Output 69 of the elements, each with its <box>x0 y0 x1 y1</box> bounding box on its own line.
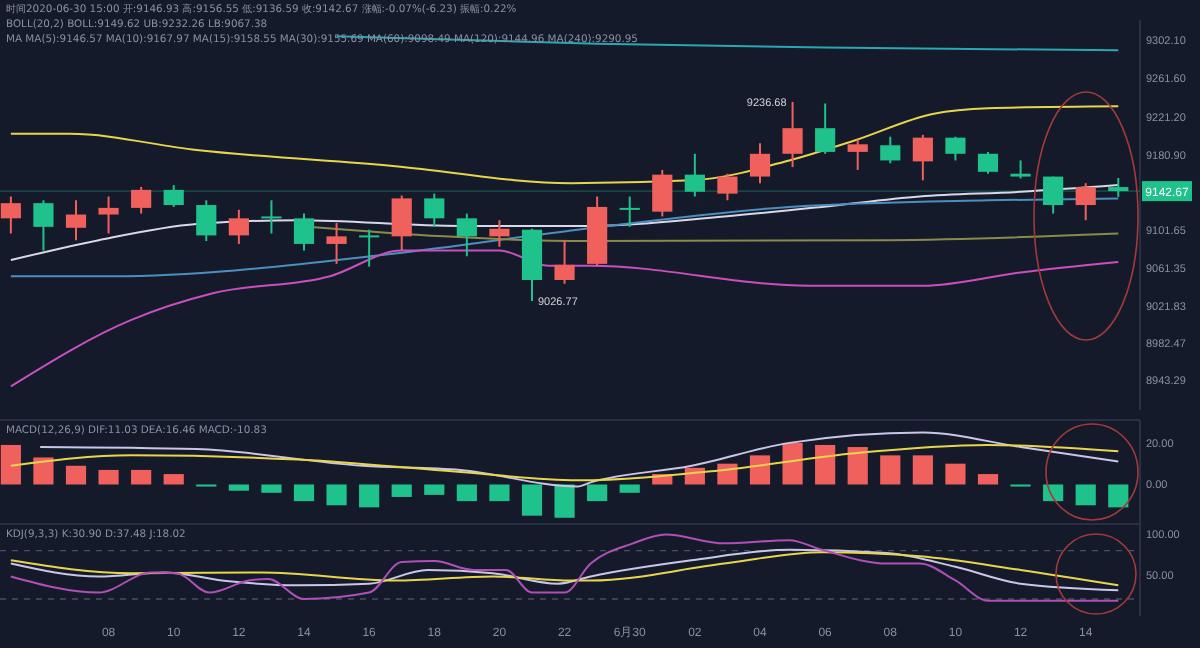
bar <box>1043 484 1064 502</box>
bar <box>489 484 510 502</box>
line-series <box>39 431 1120 488</box>
bar <box>1108 484 1129 508</box>
bar <box>880 455 901 485</box>
candlestick <box>880 135 901 165</box>
candlestick <box>554 239 575 285</box>
candlestick <box>847 138 868 171</box>
candlestick <box>619 195 640 228</box>
bar <box>98 469 119 485</box>
candlestick <box>131 186 152 215</box>
bar <box>945 463 966 485</box>
candlestick <box>1043 175 1064 215</box>
bar <box>521 484 543 516</box>
candlestick <box>228 208 249 245</box>
candlestick <box>912 133 933 182</box>
candlestick <box>749 142 771 185</box>
bar <box>749 455 771 485</box>
bar <box>261 484 282 493</box>
candlestick <box>977 150 999 175</box>
candlestick <box>65 199 87 242</box>
candlestick <box>163 184 184 208</box>
candlestick <box>684 152 705 198</box>
candlestick <box>424 192 445 228</box>
bar <box>228 484 249 491</box>
candlestick <box>456 212 477 258</box>
candlestick <box>359 228 380 268</box>
line-series <box>9 249 1120 388</box>
bar <box>587 484 608 502</box>
bar <box>163 474 184 485</box>
bar <box>359 484 380 508</box>
bar <box>456 484 477 502</box>
candlestick <box>782 100 803 169</box>
bar <box>391 484 412 497</box>
bar <box>1075 484 1096 506</box>
candlestick <box>0 195 21 235</box>
line-series <box>9 533 1120 602</box>
bar <box>912 455 933 485</box>
candlestick <box>98 195 119 235</box>
bar <box>0 444 21 485</box>
bar <box>326 484 347 506</box>
line-series <box>9 197 1120 278</box>
bar <box>977 474 999 485</box>
bar <box>33 457 54 485</box>
candlestick <box>652 168 673 218</box>
bar <box>782 442 803 485</box>
candlestick <box>489 219 510 248</box>
candlestick <box>815 102 836 155</box>
candlestick <box>196 199 217 243</box>
candlestick <box>717 172 738 202</box>
bar <box>293 484 315 502</box>
candlestick <box>33 199 54 252</box>
bar <box>717 463 738 485</box>
bar <box>847 447 868 485</box>
bar <box>65 465 87 485</box>
candlestick <box>293 212 315 252</box>
candlestick <box>1010 159 1031 180</box>
candlestick <box>261 199 282 235</box>
line-series <box>9 443 1120 482</box>
bar <box>424 484 445 495</box>
bar <box>815 444 836 485</box>
bar <box>619 484 640 493</box>
candlestick <box>1108 176 1129 198</box>
candlestick <box>391 194 412 252</box>
candlestick <box>326 222 347 265</box>
bar <box>131 469 152 485</box>
bar <box>554 484 575 518</box>
candlestick <box>945 135 966 162</box>
candlestick <box>1075 182 1096 222</box>
